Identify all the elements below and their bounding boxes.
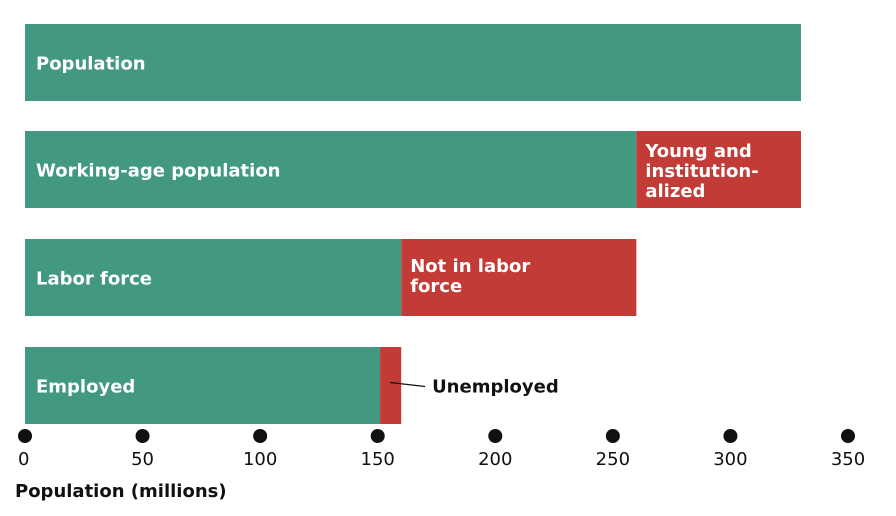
segment-label-line: alized: [645, 181, 705, 202]
bar-segment-labor-force-0: [25, 239, 402, 316]
bar-label-working-age-population: Working-age population: [36, 161, 281, 182]
x-tick-label-250: 250: [596, 449, 630, 470]
bar-label-employed: Employed: [36, 377, 135, 398]
x-tick-marker-50: [135, 429, 150, 443]
bar-segment-population-0: [25, 24, 801, 101]
x-tick-label-50: 50: [131, 449, 154, 470]
x-tick-marker-350: [841, 429, 855, 443]
bar-employed: Unemployed Employed: [25, 347, 559, 424]
segment-label-labor-force: Not in labor force: [410, 256, 530, 297]
segment-label-line: institution-: [645, 161, 758, 182]
bar-labor-force: Not in labor force Labor force: [25, 239, 637, 316]
bar-segment-working-age-population-1: [636, 131, 801, 208]
bar-segment-labor-force-1: [401, 239, 637, 316]
x-tick-marker-200: [488, 429, 503, 443]
bar-segment-employed-1: [380, 347, 402, 424]
x-tick-marker-250: [605, 429, 620, 443]
x-tick-label-300: 300: [713, 449, 747, 470]
x-tick-marker-0: [18, 429, 32, 443]
segment-label-line: force: [410, 276, 462, 297]
x-tick-marker-100: [253, 429, 268, 443]
x-tick-label-350: 350: [831, 449, 865, 470]
bar-label-population: Population: [36, 54, 146, 75]
bar-segment-employed-0: [25, 347, 381, 424]
bar-label-labor-force: Labor force: [36, 269, 152, 290]
segment-label-line: Young and: [644, 141, 751, 162]
x-tick-marker-300: [723, 429, 738, 443]
bar-population: Population: [25, 24, 801, 101]
callout-label-unemployed: Unemployed: [432, 377, 559, 398]
bar-segment-working-age-population-0: [25, 131, 637, 208]
x-tick-label-150: 150: [361, 449, 395, 470]
bars-layer: Population Young and institution-alized Wor…: [25, 24, 801, 424]
callout-line: [389, 381, 426, 388]
x-tick-marker-150: [370, 429, 385, 443]
x-tick-label-100: 100: [243, 449, 277, 470]
segment-label-working-age-population: Young and institution-alized: [644, 141, 758, 202]
x-tick-label-0: 0: [18, 449, 29, 470]
bar-working-age-population: Young and institution-alized Working-age p…: [25, 131, 801, 208]
x-axis-title: Population (millions): [15, 481, 227, 502]
segment-label-line: Not in labor: [410, 256, 530, 277]
x-tick-label-200: 200: [478, 449, 512, 470]
x-axis: 0 50 100 150 200 250 300 350: [18, 429, 865, 470]
